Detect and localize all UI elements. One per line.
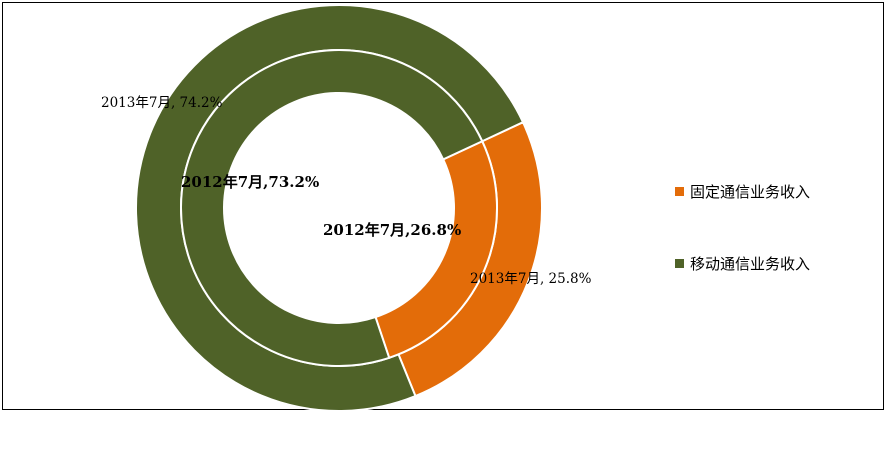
- legend-item-mobile: 移动通信业务收入: [675, 253, 810, 273]
- legend-swatch-mobile: [675, 258, 684, 268]
- legend: 固定通信业务收入 移动通信业务收入: [675, 181, 810, 325]
- label-inner-mobile: 2012年7月,73.2%: [181, 173, 319, 191]
- legend-item-fixed: 固定通信业务收入: [675, 181, 810, 201]
- label-outer-fixed: 2013年7月, 25.8%: [470, 271, 592, 287]
- legend-label-mobile: 移动通信业务收入: [690, 254, 811, 273]
- data-labels: 2013年7月, 74.2% 2012年7月,73.2% 2012年7月,26.…: [101, 95, 592, 287]
- legend-label-fixed: 固定通信业务收入: [690, 182, 811, 201]
- chart-area: 2013年7月, 74.2% 2012年7月,73.2% 2012年7月,26.…: [2, 2, 884, 411]
- donut-chart: 2013年7月, 74.2% 2012年7月,73.2% 2012年7月,26.…: [101, 4, 592, 411]
- inner-ring: [180, 49, 498, 367]
- label-inner-fixed: 2012年7月,26.8%: [323, 221, 461, 239]
- slice-inner-mobile: [180, 49, 484, 367]
- legend-swatch-fixed: [675, 186, 684, 196]
- label-outer-mobile: 2013年7月, 74.2%: [101, 95, 223, 111]
